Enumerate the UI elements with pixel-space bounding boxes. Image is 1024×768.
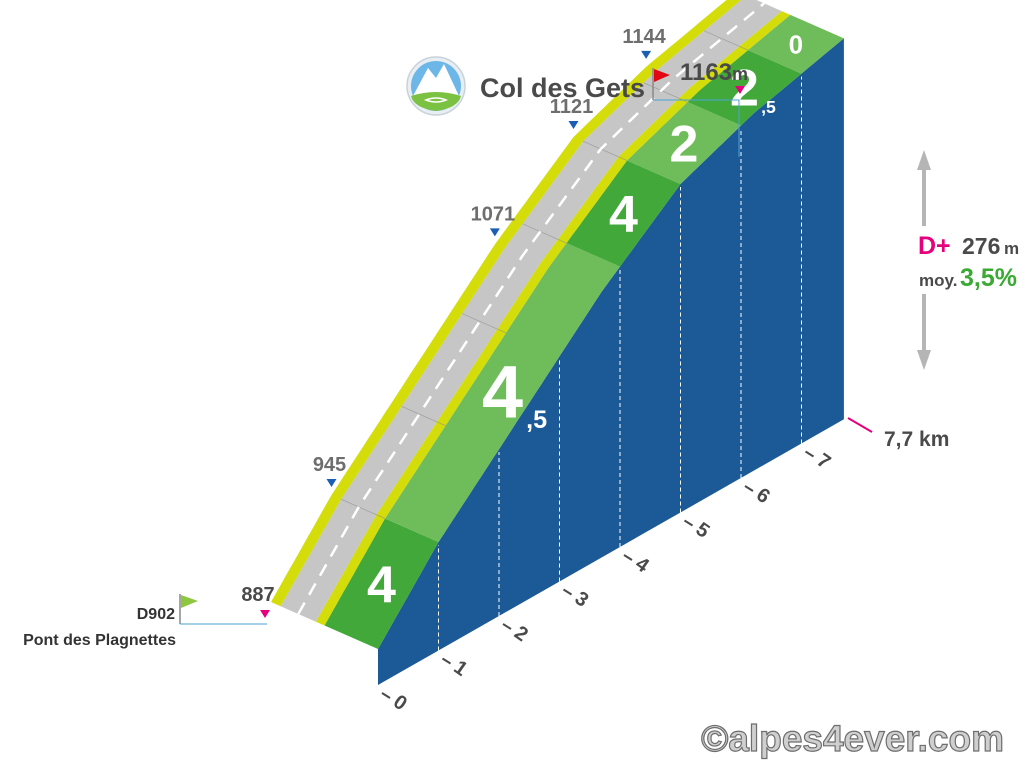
road-surface (271, 0, 791, 626)
km-tick-label: 4 (631, 553, 653, 578)
km-tick-label: 0 (389, 691, 411, 715)
gradient-segment (566, 160, 681, 267)
gradient-band (324, 14, 844, 649)
km-tick (804, 450, 815, 458)
start-header: D902 Pont des Plagnettes 887 (23, 584, 275, 649)
road-km-divider (703, 30, 749, 51)
mountain-pass-icon (406, 56, 466, 116)
gradient-decimal: ,5 (526, 406, 547, 434)
start-road: D902 (137, 606, 175, 623)
profile-front-face (378, 38, 844, 685)
altitude-value: 1121 (550, 96, 593, 118)
summit-marker (735, 86, 745, 94)
summit-altitude-unit: m (732, 64, 748, 84)
start-altitude: 887 (241, 584, 274, 606)
front-face (378, 38, 844, 685)
gradient-segment (748, 14, 844, 74)
gain-label: D+ (918, 232, 951, 260)
gradient-value: 2 (670, 116, 699, 174)
altitude-pointer (326, 479, 337, 487)
km-tick (562, 588, 573, 596)
average-label: moy. (919, 271, 957, 290)
distance-total: 7,7 km (847, 417, 949, 451)
summit-header: Col des Gets 1163 m (406, 56, 748, 157)
road-km-divider (461, 313, 507, 334)
gradient-value: 4 (367, 557, 396, 615)
road-km-divider (340, 498, 386, 519)
km-tick-label: 2 (510, 622, 532, 646)
gradient-label: 2,5 (730, 60, 776, 118)
summit-flag-icon (652, 68, 670, 100)
road-center-line (297, 2, 765, 615)
watermark: ©alpes4ever.com (701, 718, 1004, 759)
gradient-value: 0 (789, 30, 803, 60)
road-km-divider (401, 406, 446, 427)
altitude-marker: 945 (313, 454, 346, 487)
gradient-value: 2 (730, 60, 759, 118)
road-lane (280, 0, 782, 622)
road-km-divider (643, 82, 688, 103)
altitude-pointer (641, 50, 652, 59)
altitude-value: 1071 (471, 203, 516, 225)
gain-value: 276 (962, 233, 1000, 259)
gradient-label: 4 (609, 186, 638, 244)
gain-unit: m (1004, 239, 1019, 258)
km-tick-label: 3 (571, 587, 593, 611)
km-tick-label: 6 (752, 484, 774, 508)
altitude-markers: 9451071112111441163 (313, 26, 667, 487)
gradient-value: 4 (609, 186, 638, 244)
summit-name: Col des Gets (480, 73, 645, 103)
gradient-label: 4 (367, 557, 396, 615)
km-tick-label: 7 (813, 449, 835, 473)
altitude-value: 945 (313, 454, 346, 476)
gradient-segment (687, 50, 802, 126)
gradient-segment (385, 243, 620, 542)
start-place: Pont des Plagnettes (23, 632, 176, 649)
start-marker (260, 610, 270, 618)
gradient-label: 4,5 (482, 351, 547, 434)
distance-total-label: 7,7 km (884, 428, 949, 451)
elevation-summary: D+ 276 m moy. 3,5% (914, 150, 1024, 370)
gradient-value: 4 (482, 351, 523, 434)
gradient-label: 2 (670, 116, 699, 174)
gradient-segment (627, 102, 741, 184)
altitude-pointer (489, 228, 500, 237)
km-tick (381, 692, 391, 699)
altitude-marker: 1121 (550, 96, 593, 129)
gradient-decimal: ,5 (761, 97, 776, 117)
gradient-label: 0 (789, 30, 803, 60)
altitude-marker: 1144 (622, 26, 667, 59)
km-tick (683, 519, 694, 527)
km-tick-label: 5 (692, 518, 714, 542)
road-km-divider (522, 223, 567, 244)
km-tick (502, 623, 512, 630)
gradient-segment (324, 518, 439, 649)
km-tick (623, 554, 633, 561)
road-km-divider (582, 140, 628, 161)
summit-leader-line (653, 99, 740, 157)
start-flag-icon (179, 594, 198, 624)
km-tick (744, 485, 754, 492)
altitude-marker: 1071 (471, 203, 516, 237)
km-tick (441, 657, 452, 665)
altitude-pointer (568, 121, 579, 129)
average-value: 3,5% (960, 264, 1017, 292)
altitude-value: 1144 (622, 26, 666, 48)
summit-altitude: 1163 (680, 59, 732, 86)
km-tick-label: 1 (450, 656, 472, 680)
